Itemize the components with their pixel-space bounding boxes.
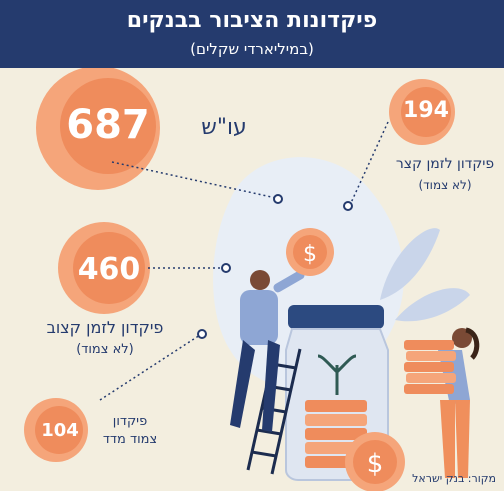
label-index-linked-2: צמוד מדד <box>102 432 158 447</box>
illustration: $ $ <box>24 68 480 491</box>
page-subtitle: (במיליארדי שקלים) <box>190 40 314 58</box>
leaf-decoration <box>395 288 470 322</box>
label-current: עו"ש <box>201 115 247 140</box>
note-short-term: (לא צמוד) <box>418 178 472 192</box>
person-left <box>230 270 305 432</box>
value-short-term: 194 <box>403 98 449 123</box>
value-current: 687 <box>66 102 150 148</box>
coin-stack <box>404 340 456 394</box>
value-fixed-term: 460 <box>77 252 141 287</box>
person-right <box>438 327 480 478</box>
jar-lid <box>288 305 384 329</box>
label-short-term: פיקדון לזמן קצר <box>395 156 495 172</box>
value-index-linked: 104 <box>41 420 79 441</box>
note-fixed-term: (לא צמוד) <box>76 342 134 357</box>
sprout-icon <box>317 354 357 395</box>
svg-text:$: $ <box>367 449 384 479</box>
page-title: פיקדונות הציבור בבנקים <box>126 8 378 33</box>
label-fixed-term: פיקדון לזמן קצוב <box>46 318 164 337</box>
connector-lines <box>99 121 389 401</box>
svg-text:$: $ <box>303 242 317 267</box>
connector-dots <box>197 194 353 339</box>
leaf-decoration <box>380 228 440 300</box>
header-banner: פיקדונות הציבור בבנקים (במיליארדי שקלים) <box>0 0 504 68</box>
label-index-linked-1: פיקדון <box>112 414 148 429</box>
source-note: מקור: בנק ישראל <box>412 472 496 485</box>
